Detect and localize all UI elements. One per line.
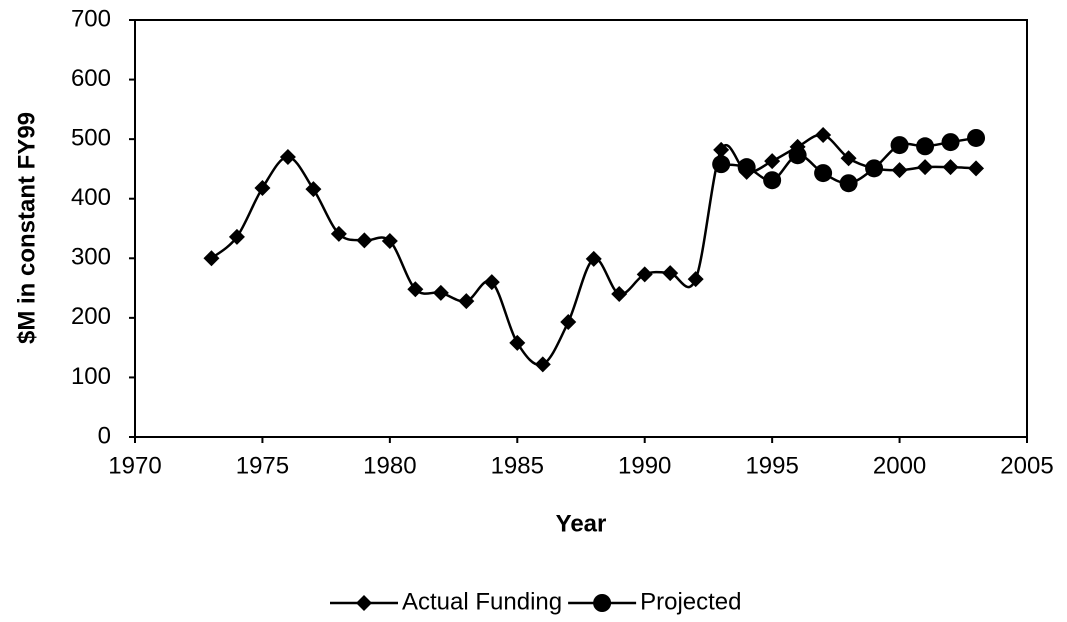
- point: [560, 314, 577, 331]
- point: [839, 174, 858, 193]
- point: [432, 284, 449, 301]
- x-tick-label: 1970: [108, 452, 161, 479]
- point: [381, 233, 398, 250]
- point: [917, 159, 934, 176]
- y-tick-label: 0: [98, 422, 111, 449]
- point: [534, 356, 551, 373]
- point: [483, 274, 500, 291]
- point: [279, 149, 296, 166]
- point: [890, 136, 909, 155]
- point: [942, 159, 959, 176]
- point: [737, 158, 756, 177]
- point: [585, 250, 602, 267]
- x-tick-label: 1985: [491, 452, 544, 479]
- x-tick-label: 1990: [618, 452, 671, 479]
- series-line: [210, 133, 977, 367]
- point: [330, 225, 347, 242]
- x-tick-label: 2005: [1000, 452, 1053, 479]
- point: [356, 232, 373, 249]
- point: [891, 162, 908, 179]
- point: [968, 160, 985, 177]
- y-tick-label: 300: [71, 244, 111, 271]
- y-tick-label: 600: [71, 65, 111, 92]
- point: [764, 153, 781, 170]
- point: [916, 137, 935, 156]
- point: [254, 179, 271, 196]
- y-tick-label: 400: [71, 184, 111, 211]
- legend-label: Projected: [640, 588, 741, 615]
- legend-marker: [356, 595, 372, 611]
- point: [712, 155, 731, 174]
- x-axis-title: Year: [556, 510, 607, 537]
- point: [941, 133, 960, 152]
- point: [509, 334, 526, 351]
- x-tick-label: 1980: [363, 452, 416, 479]
- point: [458, 293, 475, 310]
- y-tick-label: 700: [71, 5, 111, 32]
- point: [814, 164, 833, 183]
- point: [788, 146, 807, 165]
- point: [611, 286, 628, 303]
- legend-label: Actual Funding: [402, 588, 562, 615]
- y-axis-title: $M in constant FY99: [13, 112, 40, 344]
- point: [967, 128, 986, 147]
- point: [662, 265, 679, 282]
- point: [687, 271, 704, 288]
- point: [713, 141, 730, 158]
- y-tick-label: 500: [71, 124, 111, 151]
- y-tick-label: 200: [71, 303, 111, 330]
- legend-marker: [593, 594, 612, 612]
- point: [763, 171, 782, 190]
- x-tick-label: 1995: [745, 452, 798, 479]
- point: [228, 228, 245, 245]
- x-tick-label: 1975: [236, 452, 289, 479]
- point: [840, 150, 857, 167]
- point: [865, 159, 884, 178]
- plot-frame: [134, 19, 1028, 438]
- point: [636, 266, 653, 283]
- point: [815, 126, 832, 143]
- point: [305, 181, 322, 198]
- y-tick-label: 100: [71, 363, 111, 390]
- point: [203, 250, 220, 267]
- point: [407, 281, 424, 298]
- x-tick-label: 2000: [873, 452, 926, 479]
